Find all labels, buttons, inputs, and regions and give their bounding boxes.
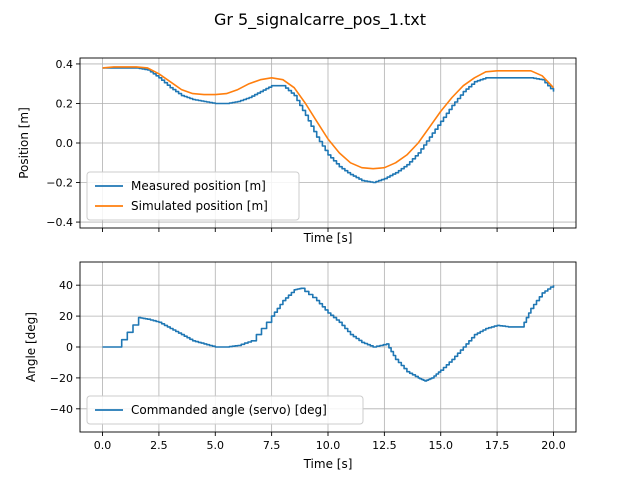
y-tick-label: 40 <box>59 279 73 292</box>
x-tick-label: 2.5 <box>150 439 168 452</box>
y-tick-label: 0.2 <box>56 97 74 110</box>
y-tick-label: 20 <box>59 310 73 323</box>
y-tick-label: −0.2 <box>46 177 73 190</box>
x-tick-label: 5.0 <box>207 439 225 452</box>
x-tick-label: 0.0 <box>94 439 112 452</box>
y-tick-label: 0 <box>66 341 73 354</box>
y-axis-label: Position [m] <box>17 107 31 179</box>
legend-label: Commanded angle (servo) [deg] <box>131 403 327 417</box>
figure-title: Gr 5_signalcarre_pos_1.txt <box>214 10 426 30</box>
legend: Commanded angle (servo) [deg] <box>86 395 364 425</box>
legend-label: Measured position [m] <box>131 179 266 193</box>
position-subplot: −0.4 −0.2 0.0 0.2 0.4 Time [s] Position [m] Mea… <box>17 57 577 245</box>
x-tick-label: 12.5 <box>372 439 397 452</box>
y-tick-label: −20 <box>50 372 73 385</box>
y-tick-label: 0.4 <box>56 58 74 71</box>
y-axis-label: Angle [deg] <box>24 312 38 382</box>
series-line-1 <box>102 285 555 382</box>
x-tick-label: 17.5 <box>485 439 510 452</box>
legend-box <box>86 171 300 221</box>
y-tick-label: −0.4 <box>46 216 73 229</box>
legend: Measured position [m] Simulated position … <box>86 171 300 221</box>
series-line-1 <box>102 67 555 184</box>
x-axis-label: Time [s] <box>303 231 353 245</box>
x-tick-label: 10.0 <box>316 439 341 452</box>
x-tick-label: 20.0 <box>541 439 566 452</box>
x-tick-label: 15.0 <box>428 439 453 452</box>
legend-label: Simulated position [m] <box>131 199 268 213</box>
x-tick-label: 7.5 <box>263 439 281 452</box>
x-axis-label: Time [s] <box>303 457 353 471</box>
series-line-2 <box>102 66 555 170</box>
y-tick-label: 0.0 <box>56 137 74 150</box>
angle-subplot: 0.0 2.5 5.0 7.5 10.0 12.5 15.0 17.5 20.0 −40 −20 0 2… <box>24 261 577 471</box>
legend-box <box>86 395 364 425</box>
y-tick-label: −40 <box>50 403 73 416</box>
